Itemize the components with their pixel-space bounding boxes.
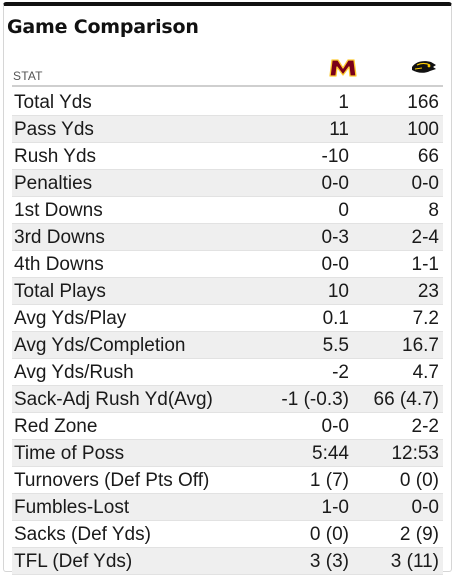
team2-value: 4.7 bbox=[412, 362, 439, 383]
stat-label: Avg Yds/Play bbox=[14, 308, 127, 329]
stat-label: Rush Yds bbox=[14, 146, 97, 167]
stat-label: 1st Downs bbox=[14, 200, 103, 221]
stat-label: Sacks (Def Yds) bbox=[14, 524, 151, 545]
team2-value: 3 (11) bbox=[390, 551, 439, 572]
stat-label: Sack-Adj Rush Yd(Avg) bbox=[14, 389, 213, 410]
table-row: Sacks (Def Yds) 0 (0) 2 (9) bbox=[12, 521, 443, 548]
team2-value: 100 bbox=[407, 119, 439, 140]
table-row: Turnovers (Def Pts Off) 1 (7) 0 (0) bbox=[12, 467, 443, 494]
stat-label: 3rd Downs bbox=[14, 227, 105, 248]
table-row: Penalties 0-0 0-0 bbox=[12, 170, 443, 197]
card-title: Game Comparison bbox=[7, 16, 199, 38]
table-row: Total Yds 1 166 bbox=[12, 89, 443, 116]
table-row: 4th Downs 0-0 1-1 bbox=[12, 251, 443, 278]
minnesota-m-logo-icon bbox=[328, 56, 358, 80]
table-row: Avg Yds/Rush -2 4.7 bbox=[12, 359, 443, 386]
team2-value: 2-2 bbox=[411, 416, 439, 437]
table-row: Pass Yds 11 100 bbox=[12, 116, 443, 143]
table-row: Rush Yds -10 66 bbox=[12, 143, 443, 170]
table-row: Sack-Adj Rush Yd(Avg) -1 (-0.3) 66 (4.7) bbox=[12, 386, 443, 413]
team1-value: 3 (3) bbox=[309, 551, 349, 572]
team1-value: 0-3 bbox=[321, 227, 349, 248]
table-row: 3rd Downs 0-3 2-4 bbox=[12, 224, 443, 251]
table-row: 1st Downs 0 8 bbox=[12, 197, 443, 224]
team2-value: 0-0 bbox=[411, 497, 439, 518]
table-row: Fumbles-Lost 1-0 0-0 bbox=[12, 494, 443, 521]
team2-value: 16.7 bbox=[402, 335, 439, 356]
team1-value: -1 (-0.3) bbox=[281, 389, 349, 410]
team2-value: 0 (0) bbox=[399, 470, 439, 491]
team2-value: 166 bbox=[407, 92, 439, 113]
team1-value: 0-0 bbox=[321, 254, 349, 275]
game-comparison-card: Game Comparison STAT Total Yds 1 166 Pas… bbox=[3, 2, 452, 575]
team1-value: 0-0 bbox=[321, 173, 349, 194]
team2-value: 23 bbox=[417, 281, 439, 302]
team2-value: 0-0 bbox=[411, 173, 439, 194]
team2-value: 66 (4.7) bbox=[373, 389, 439, 410]
team1-value: 0 bbox=[338, 200, 349, 221]
stat-column-header: STAT bbox=[13, 69, 43, 83]
team2-value: 66 bbox=[417, 146, 439, 167]
stat-label: 4th Downs bbox=[14, 254, 104, 275]
stats-table: Total Yds 1 166 Pass Yds 11 100 Rush Yds… bbox=[12, 89, 443, 575]
table-row: Total Plays 10 23 bbox=[12, 278, 443, 305]
team1-value: 5.5 bbox=[322, 335, 349, 356]
table-row: TFL (Def Yds) 3 (3) 3 (11) bbox=[12, 548, 443, 575]
team2-value: 2-4 bbox=[411, 227, 439, 248]
stat-label: Pass Yds bbox=[14, 119, 94, 140]
team1-value: 10 bbox=[327, 281, 349, 302]
stat-label: Total Plays bbox=[14, 281, 106, 302]
table-header: STAT bbox=[12, 51, 443, 87]
stat-label: Turnovers (Def Pts Off) bbox=[14, 470, 210, 491]
stat-label: Red Zone bbox=[14, 416, 98, 437]
team1-value: 0-0 bbox=[321, 416, 349, 437]
team1-value: 0 (0) bbox=[309, 524, 349, 545]
table-row: Avg Yds/Play 0.1 7.2 bbox=[12, 305, 443, 332]
stat-label: Fumbles-Lost bbox=[14, 497, 130, 518]
team2-value: 1-1 bbox=[411, 254, 439, 275]
iowa-hawkeye-logo-icon bbox=[409, 56, 439, 80]
team1-value: 0.1 bbox=[322, 308, 349, 329]
team2-value: 7.2 bbox=[412, 308, 439, 329]
team1-value: -2 bbox=[332, 362, 349, 383]
stat-label: Avg Yds/Rush bbox=[14, 362, 134, 383]
table-row: Red Zone 0-0 2-2 bbox=[12, 413, 443, 440]
stat-label: Time of Poss bbox=[14, 443, 125, 464]
team2-value: 12:53 bbox=[391, 443, 439, 464]
stat-label: Penalties bbox=[14, 173, 93, 194]
team1-value: 1 (7) bbox=[309, 470, 349, 491]
team1-value: -10 bbox=[321, 146, 349, 167]
stat-label: TFL (Def Yds) bbox=[14, 551, 133, 572]
table-row: Time of Poss 5:44 12:53 bbox=[12, 440, 443, 467]
table-row: Avg Yds/Completion 5.5 16.7 bbox=[12, 332, 443, 359]
stat-label: Total Yds bbox=[14, 92, 92, 113]
team1-value: 5:44 bbox=[312, 443, 349, 464]
team1-value: 11 bbox=[329, 119, 349, 140]
stat-label: Avg Yds/Completion bbox=[14, 335, 186, 356]
team1-value: 1 bbox=[338, 92, 349, 113]
team1-value: 1-0 bbox=[321, 497, 349, 518]
team2-value: 2 (9) bbox=[399, 524, 439, 545]
team2-value: 8 bbox=[428, 200, 439, 221]
